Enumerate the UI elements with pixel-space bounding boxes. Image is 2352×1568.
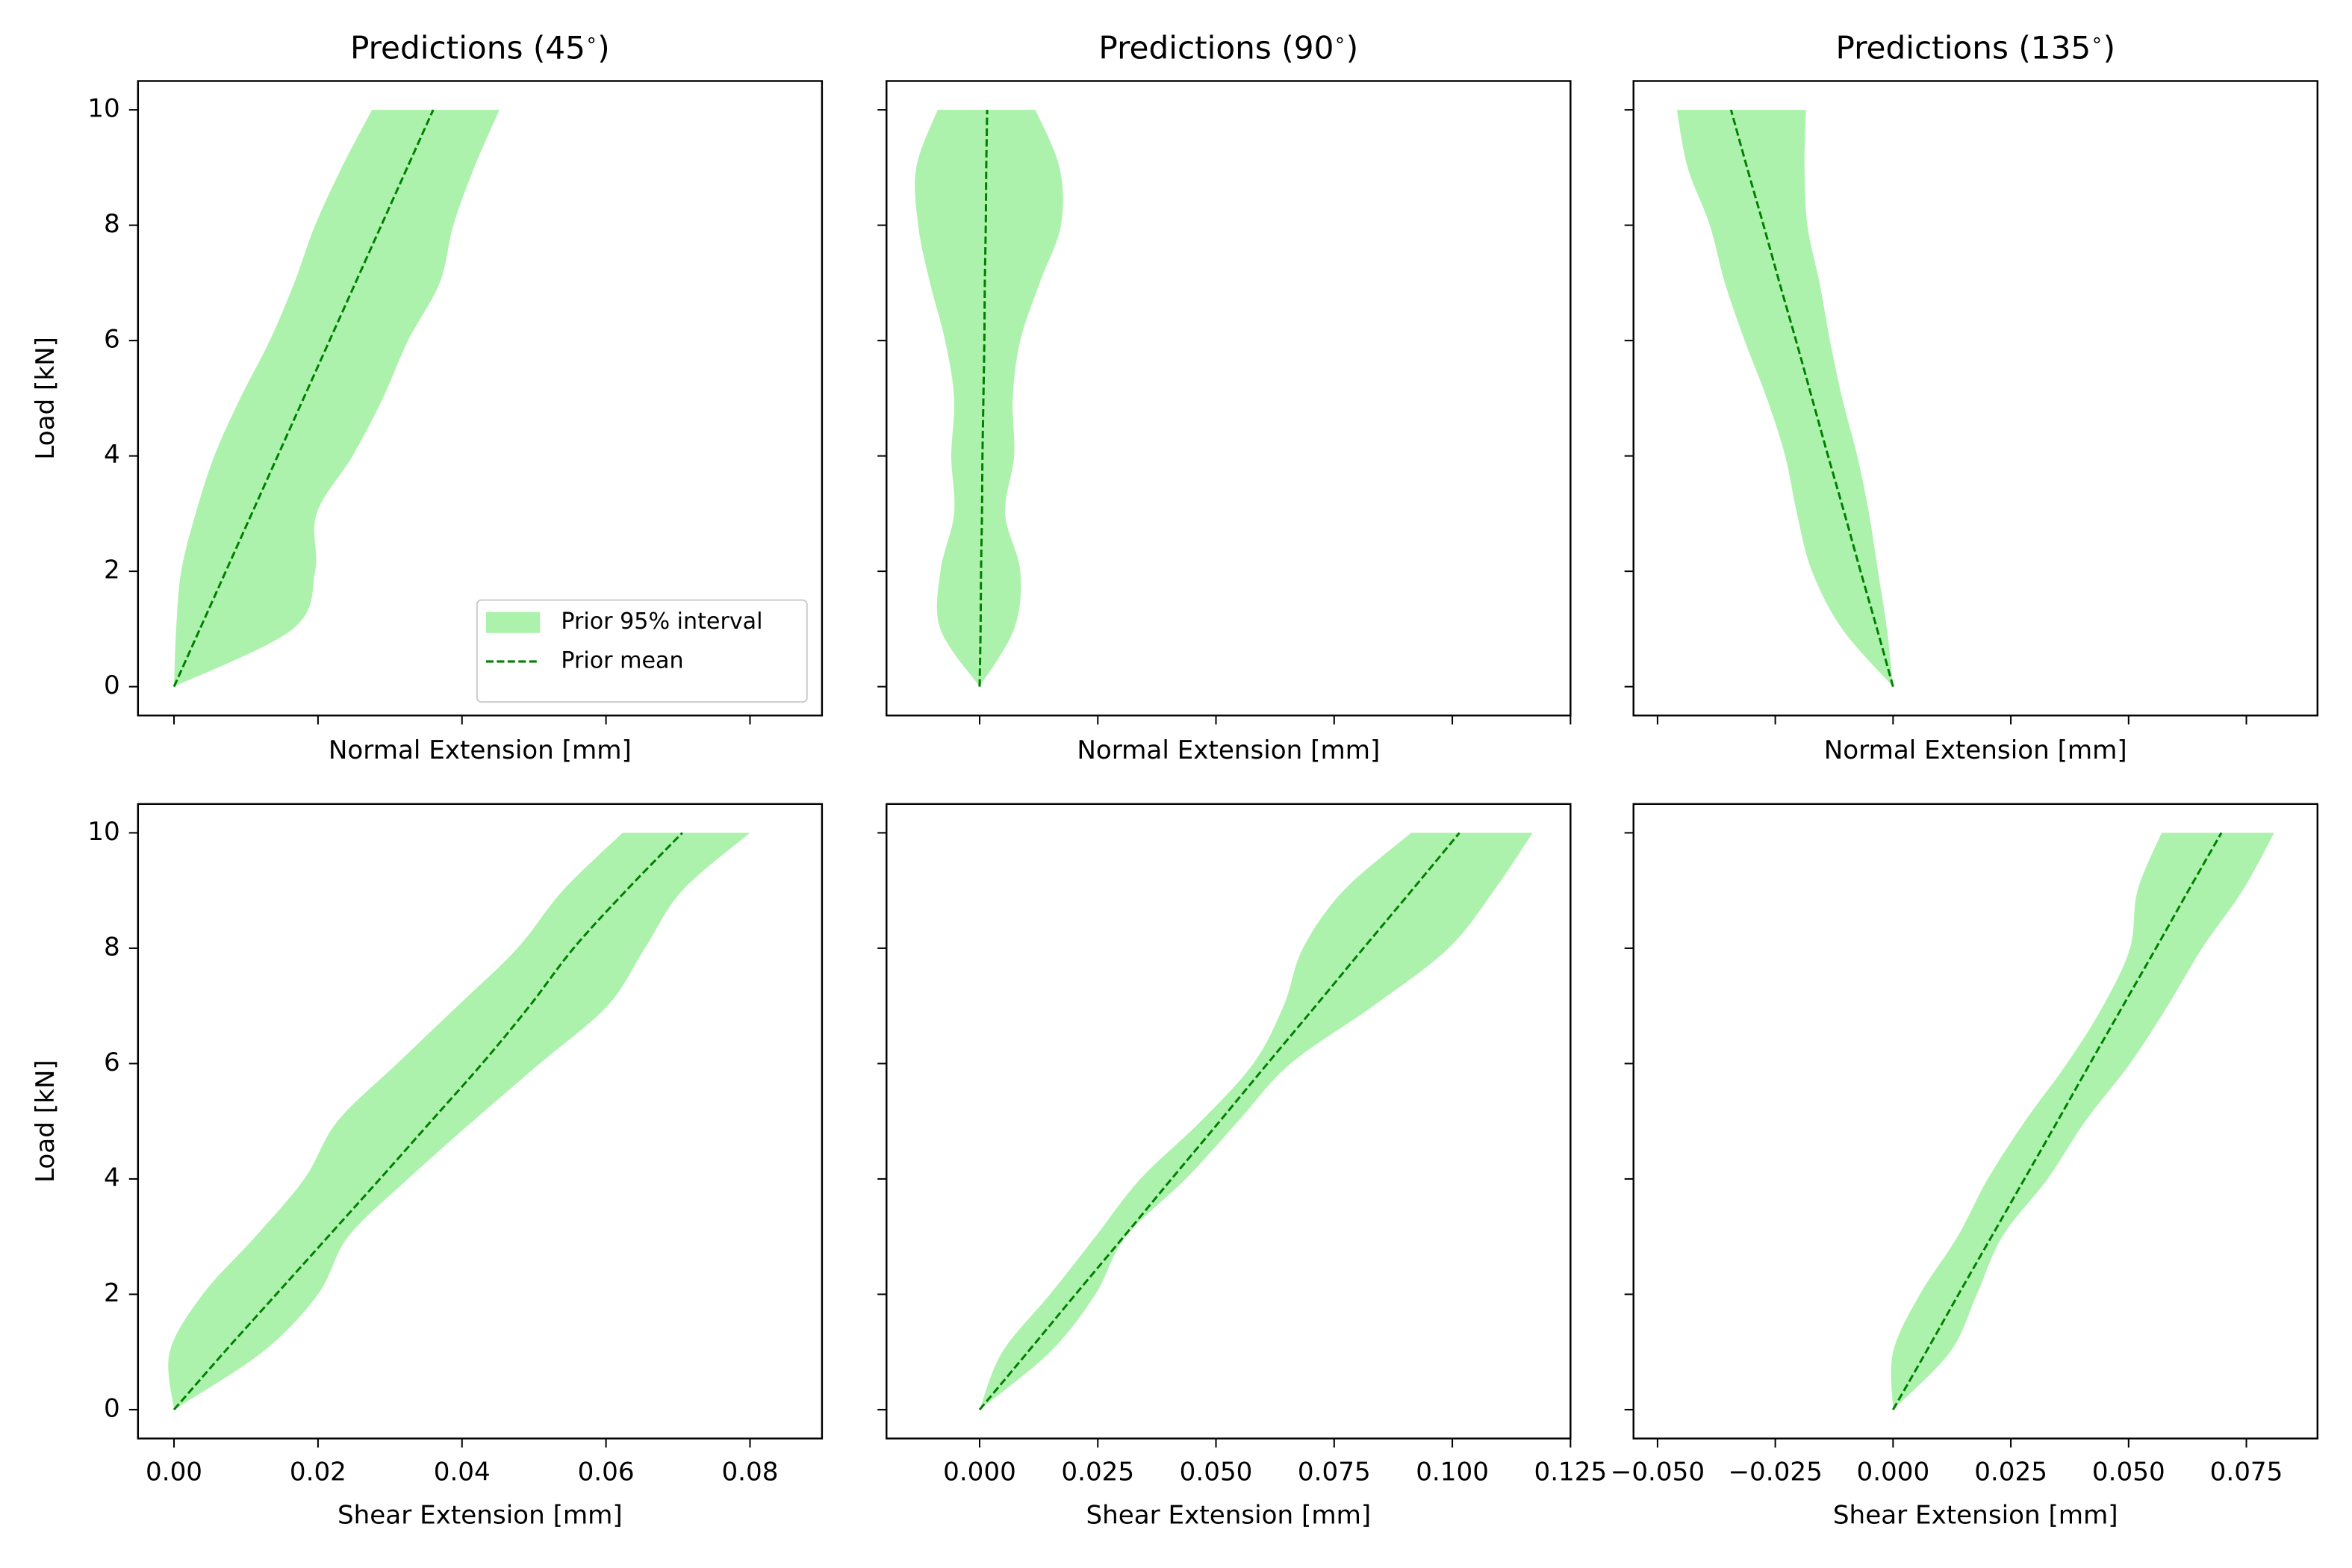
mean-line [978,832,1460,1410]
y-tick-label: 6 [104,325,120,355]
y-tick-label: 2 [104,556,120,585]
subplot-title: Predictions (45∘) [350,29,610,66]
x-tick-label: 0.050 [1180,1457,1253,1487]
axes-frame [1632,80,2319,717]
y-tick-label: 8 [104,209,120,239]
x-tick-label: 0.000 [1856,1457,1929,1487]
x-tick-label: 0.06 [578,1457,635,1487]
x-tick-label: 0.04 [434,1457,491,1487]
y-tick-label: 8 [104,932,120,962]
x-tick-label: 0.075 [2210,1457,2283,1487]
x-axis-label: Shear Extension [mm] [337,1501,623,1531]
y-axis-label: Load [kN] [31,337,60,460]
interval-band [979,833,1533,1410]
interval-band [1676,110,1894,687]
y-tick-label: 4 [104,1163,120,1192]
axes-frame [137,803,824,1440]
x-axis-label: Shear Extension [mm] [1086,1501,1371,1531]
x-tick-label: −0.025 [1728,1457,1822,1487]
y-tick-label: 2 [104,1278,120,1308]
legend-label: Prior mean [561,647,683,673]
subplot-title: Predictions (135∘) [1835,29,2115,66]
axes-frame [886,803,1572,1440]
mean-line [172,109,435,688]
axes-frame [886,80,1572,717]
legend-label: Prior 95% interval [561,609,762,635]
axes-frame [137,80,824,717]
y-tick-label: 6 [104,1048,120,1077]
legend-swatch [485,612,541,633]
y-tick-label: 0 [104,671,120,700]
interval-band [168,833,750,1410]
y-tick-label: 0 [104,1393,120,1423]
x-axis-label: Normal Extension [mm] [329,735,632,765]
legend-box [476,599,808,703]
interval-band [174,110,500,687]
x-axis-label: Shear Extension [mm] [1833,1501,2118,1531]
x-tick-label: 0.125 [1534,1457,1607,1487]
y-tick-label: 10 [87,817,119,847]
interval-band [915,110,1063,687]
subplot-title: Predictions (90∘) [1098,29,1358,66]
x-axis-label: Normal Extension [mm] [1077,735,1380,765]
x-tick-label: 0.02 [290,1457,346,1487]
mean-line [978,110,989,687]
axes-frame [1632,803,2319,1440]
y-axis-label: Load [kN] [31,1060,60,1183]
x-tick-label: 0.050 [2092,1457,2165,1487]
x-tick-label: −0.050 [1611,1457,1705,1487]
interval-band [1891,833,2274,1410]
x-tick-label: 0.100 [1416,1457,1489,1487]
y-tick-label: 10 [87,94,119,124]
mean-line [1729,109,1894,688]
mean-line [1892,832,2223,1410]
x-tick-label: 0.08 [721,1457,778,1487]
x-tick-label: 0.00 [146,1457,202,1487]
x-axis-label: Normal Extension [mm] [1824,735,2127,765]
x-tick-label: 0.025 [1974,1457,2047,1487]
x-tick-label: 0.000 [943,1457,1016,1487]
x-tick-label: 0.075 [1298,1457,1371,1487]
y-tick-label: 4 [104,440,120,470]
x-tick-label: 0.025 [1061,1457,1134,1487]
